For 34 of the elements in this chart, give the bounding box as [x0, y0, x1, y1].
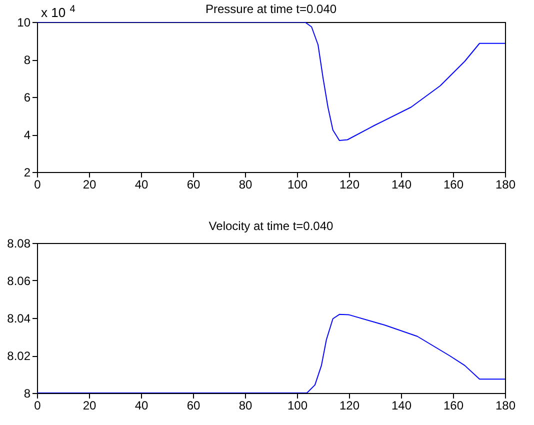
- x-tick-label: 20: [82, 178, 96, 192]
- y-tick-label: 6: [24, 90, 31, 104]
- x-tick-label: 100: [287, 398, 308, 412]
- x-tick-label: 140: [391, 398, 412, 412]
- x-tick-label: 120: [339, 398, 360, 412]
- x-tick-label: 140: [391, 178, 412, 192]
- x-tick-label: 20: [82, 398, 96, 412]
- x-tick-label: 60: [186, 178, 200, 192]
- line-series: [37, 314, 505, 393]
- x-tick-label: 160: [443, 398, 464, 412]
- y-tick-label: 8.08: [7, 236, 31, 250]
- x-tick-label: 80: [238, 178, 252, 192]
- x-tick-label: 0: [34, 398, 42, 412]
- x-tick-label: 40: [134, 398, 148, 412]
- x-tick-label: 100: [287, 178, 308, 192]
- y-tick-label: 8.06: [7, 274, 31, 288]
- x-tick-label: 120: [339, 178, 360, 192]
- y-tick-label: 2: [24, 166, 31, 180]
- x-tick-label: 40: [134, 178, 148, 192]
- chart-title: Pressure at time t=0.040: [205, 2, 337, 16]
- x-tick-label: 180: [495, 398, 516, 412]
- x-tick-label: 180: [495, 178, 516, 192]
- x-tick-label: 0: [34, 178, 42, 192]
- y-tick-label: 8: [24, 53, 31, 67]
- y-tick-label: 8.02: [7, 349, 31, 363]
- chart-title: Velocity at time t=0.040: [208, 219, 334, 233]
- y-tick-label: 4: [24, 128, 31, 142]
- y-tick-label: 8.04: [7, 312, 31, 326]
- y-tick-label: 10: [17, 16, 31, 30]
- line-series: [37, 22, 505, 141]
- y-tick-label: 8: [24, 386, 31, 400]
- x-tick-label: 60: [186, 398, 200, 412]
- x-tick-label: 80: [238, 398, 252, 412]
- x-tick-label: 160: [443, 178, 464, 192]
